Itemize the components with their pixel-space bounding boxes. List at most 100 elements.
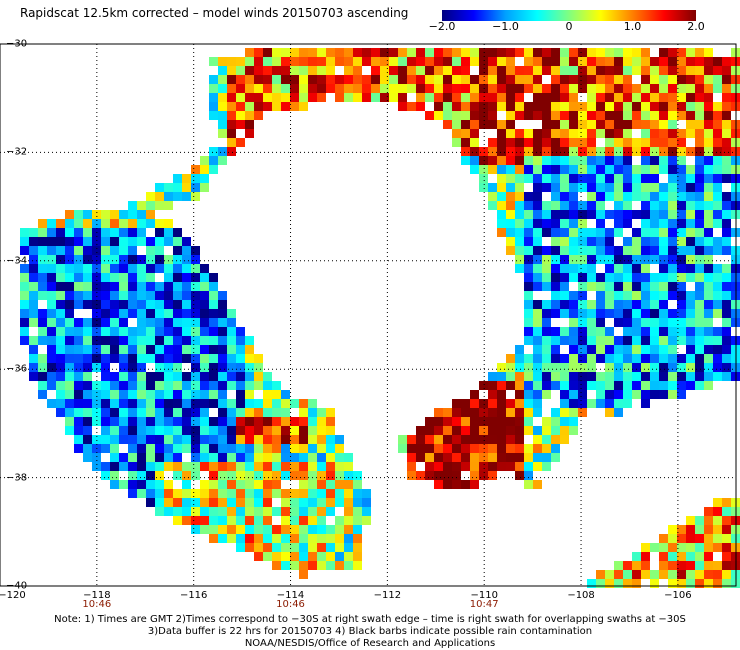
wind-cell — [695, 579, 704, 588]
wind-cell — [290, 84, 299, 93]
wind-cell — [425, 93, 434, 102]
wind-cell — [542, 120, 551, 129]
wind-cell — [560, 120, 569, 129]
wind-cell — [659, 210, 668, 219]
wind-cell — [362, 93, 371, 102]
wind-cell — [335, 525, 344, 534]
wind-cell — [434, 75, 443, 84]
wind-cell — [380, 48, 389, 57]
wind-cell — [209, 57, 218, 66]
wind-cell — [92, 417, 101, 426]
wind-cell — [668, 183, 677, 192]
wind-cell — [632, 174, 641, 183]
wind-cell — [551, 354, 560, 363]
wind-cell — [587, 174, 596, 183]
wind-cell — [641, 93, 650, 102]
wind-cell — [650, 174, 659, 183]
wind-cell — [245, 471, 254, 480]
wind-cell — [587, 273, 596, 282]
wind-cell — [299, 471, 308, 480]
wind-cell — [182, 462, 191, 471]
wind-cell — [164, 372, 173, 381]
wind-cell — [713, 336, 722, 345]
wind-cell — [614, 156, 623, 165]
wind-cell — [128, 435, 137, 444]
wind-cell — [146, 291, 155, 300]
wind-cell — [515, 156, 524, 165]
wind-cell — [569, 201, 578, 210]
wind-cell — [722, 561, 731, 570]
wind-cell — [299, 66, 308, 75]
wind-cell — [623, 363, 632, 372]
wind-cell — [353, 561, 362, 570]
wind-cell — [254, 507, 263, 516]
wind-cell — [668, 309, 677, 318]
wind-cell — [218, 354, 227, 363]
wind-cell — [254, 444, 263, 453]
wind-cell — [524, 480, 533, 489]
wind-cell — [335, 48, 344, 57]
wind-cell — [272, 93, 281, 102]
wind-cell — [83, 264, 92, 273]
wind-cell — [461, 75, 470, 84]
wind-cell — [173, 183, 182, 192]
wind-cell — [488, 381, 497, 390]
wind-cell — [515, 246, 524, 255]
wind-cell — [74, 345, 83, 354]
wind-cell — [713, 579, 722, 588]
wind-cell — [218, 480, 227, 489]
wind-cell — [668, 66, 677, 75]
wind-cell — [713, 561, 722, 570]
wind-cell — [533, 462, 542, 471]
wind-cell — [587, 210, 596, 219]
wind-cell — [659, 102, 668, 111]
wind-cell — [47, 327, 56, 336]
wind-cell — [272, 480, 281, 489]
wind-cell — [668, 543, 677, 552]
wind-cell — [236, 507, 245, 516]
wind-cell — [668, 363, 677, 372]
wind-cell — [632, 48, 641, 57]
wind-cell — [110, 300, 119, 309]
wind-cell — [668, 354, 677, 363]
wind-cell — [659, 138, 668, 147]
wind-cell — [713, 291, 722, 300]
wind-cell — [92, 318, 101, 327]
wind-cell — [614, 57, 623, 66]
wind-cell — [623, 174, 632, 183]
wind-cell — [605, 120, 614, 129]
wind-cell — [695, 516, 704, 525]
wind-cell — [515, 237, 524, 246]
wind-cell — [209, 480, 218, 489]
wind-cell — [263, 426, 272, 435]
wind-cell — [515, 471, 524, 480]
colorbar-tick-label: 2.0 — [687, 20, 705, 33]
wind-cell — [326, 435, 335, 444]
wind-cell — [686, 255, 695, 264]
wind-cell — [344, 489, 353, 498]
wind-cell — [74, 444, 83, 453]
wind-cell — [578, 120, 587, 129]
wind-cell — [200, 507, 209, 516]
wind-cell — [308, 525, 317, 534]
wind-cell — [677, 102, 686, 111]
wind-cell — [191, 174, 200, 183]
wind-cell — [650, 210, 659, 219]
wind-cell — [182, 417, 191, 426]
wind-cell — [317, 408, 326, 417]
wind-cell — [614, 561, 623, 570]
wind-cell — [263, 543, 272, 552]
wind-cell — [713, 264, 722, 273]
wind-cell — [47, 228, 56, 237]
wind-cell — [614, 363, 623, 372]
wind-cell — [704, 84, 713, 93]
wind-cell — [695, 228, 704, 237]
wind-cell — [299, 570, 308, 579]
wind-cell — [614, 570, 623, 579]
wind-cell — [182, 408, 191, 417]
wind-cell — [281, 75, 290, 84]
wind-cell — [632, 300, 641, 309]
wind-cell — [479, 444, 488, 453]
wind-cell — [686, 525, 695, 534]
wind-cell — [218, 471, 227, 480]
